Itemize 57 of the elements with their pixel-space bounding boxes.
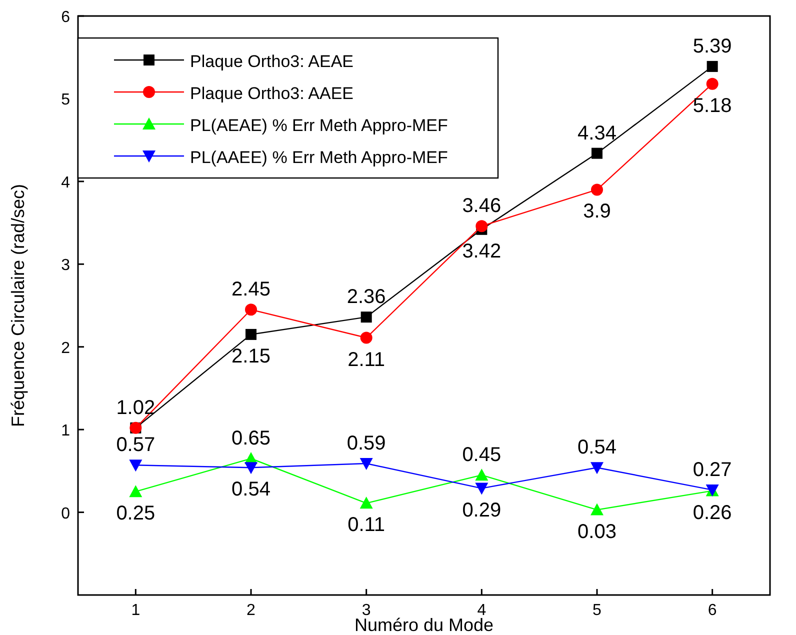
point bbox=[475, 482, 488, 495]
data-label: 3.9 bbox=[583, 200, 611, 223]
point bbox=[129, 460, 142, 472]
data-label: 2.45 bbox=[232, 278, 270, 301]
y-tick-label: 3 bbox=[61, 257, 70, 274]
legend-label: PL(AEAE) % Err Meth Appro-MEF bbox=[190, 116, 448, 135]
data-label: 3.42 bbox=[462, 240, 502, 262]
y-tick-label: 5 bbox=[61, 92, 70, 109]
point bbox=[360, 458, 373, 470]
data-label: 1.02 bbox=[116, 396, 156, 419]
x-tick-label: 1 bbox=[131, 602, 140, 619]
data-label: 5.39 bbox=[692, 35, 732, 58]
data-label: 0.54 bbox=[578, 436, 616, 459]
legend-label: PL(AAEE) % Err Meth Appro-MEF bbox=[190, 148, 448, 167]
data-label: 0.65 bbox=[232, 428, 270, 450]
data-label: 2.15 bbox=[232, 345, 270, 368]
y-tick-label: 4 bbox=[61, 174, 70, 192]
data-label: 4.34 bbox=[578, 122, 616, 144]
data-label: 0.11 bbox=[348, 514, 386, 536]
point bbox=[244, 462, 258, 474]
point bbox=[592, 148, 602, 159]
data-label: 0.57 bbox=[116, 434, 156, 456]
y-tick-label: 0 bbox=[61, 505, 70, 522]
data-label: 3.46 bbox=[462, 195, 502, 218]
data-label: 5.18 bbox=[692, 94, 732, 117]
data-label: 2.36 bbox=[346, 286, 386, 308]
point bbox=[245, 304, 257, 316]
point bbox=[590, 462, 604, 474]
y-tick-label: 1 bbox=[61, 422, 70, 440]
point bbox=[475, 468, 488, 481]
point bbox=[360, 496, 373, 509]
data-label: 0.54 bbox=[232, 478, 270, 501]
point bbox=[706, 60, 718, 72]
data-label: 2.11 bbox=[348, 348, 386, 371]
y-tick-label: 6 bbox=[61, 9, 70, 26]
legend-label: Plaque Ortho3: AEAE bbox=[190, 52, 354, 71]
point bbox=[129, 485, 142, 498]
point bbox=[591, 184, 603, 196]
legend-label: Plaque Ortho3: AAEE bbox=[190, 84, 354, 103]
y-axis-title: Fréquence Circulaire (rad/sec) bbox=[8, 184, 28, 428]
data-label: 0.45 bbox=[462, 444, 502, 466]
data-label: 0.27 bbox=[692, 458, 732, 481]
x-tick-label: 2 bbox=[246, 602, 256, 619]
point bbox=[706, 78, 718, 90]
data-label: 0.03 bbox=[578, 520, 616, 543]
data-label: 0.59 bbox=[346, 432, 386, 454]
data-label: 0.25 bbox=[116, 502, 156, 525]
x-tick-label: 6 bbox=[708, 602, 717, 619]
point bbox=[246, 328, 256, 340]
point bbox=[360, 332, 372, 344]
data-label: 0.29 bbox=[462, 499, 502, 522]
data-label: 0.26 bbox=[692, 502, 732, 524]
point bbox=[590, 503, 604, 516]
point bbox=[476, 220, 488, 232]
x-tick-label: 5 bbox=[592, 602, 602, 619]
y-tick-label: 2 bbox=[61, 340, 70, 357]
point bbox=[360, 312, 372, 323]
